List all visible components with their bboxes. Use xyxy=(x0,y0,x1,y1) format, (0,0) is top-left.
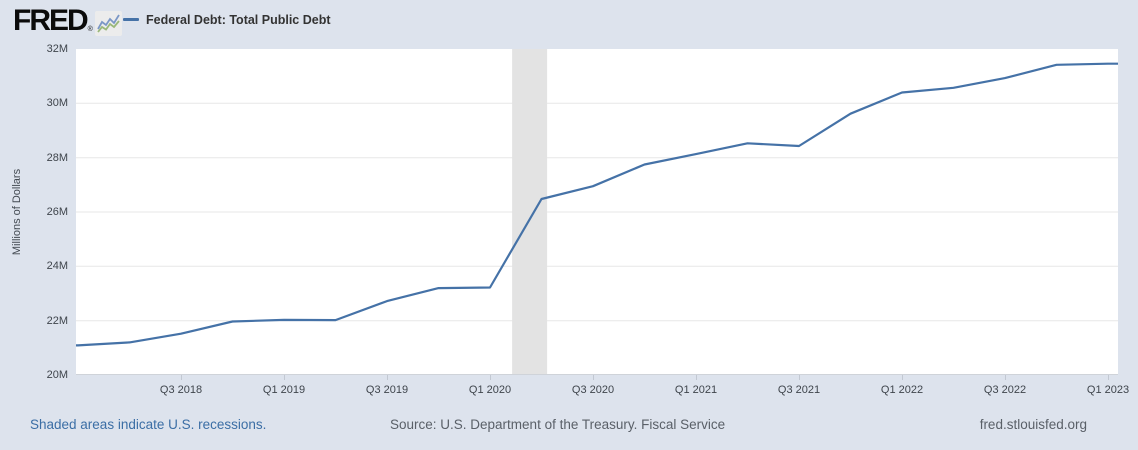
x-tick-mark xyxy=(284,375,285,380)
plot-area[interactable] xyxy=(76,49,1118,375)
x-tick-label: Q3 2021 xyxy=(777,384,821,396)
fred-logo-text: FRED xyxy=(13,4,89,37)
source-text: Source: U.S. Department of the Treasury.… xyxy=(390,417,726,432)
legend: Federal Debt: Total Public Debt xyxy=(123,7,331,32)
series-line xyxy=(76,62,1118,347)
x-tick-label: Q3 2022 xyxy=(983,384,1027,396)
y-tick-label: 26M xyxy=(46,206,68,218)
legend-series-label: Federal Debt: Total Public Debt xyxy=(146,12,331,27)
x-tick-mark xyxy=(799,375,800,380)
x-tick-label: Q1 2019 xyxy=(262,384,306,396)
fred-logo-chart-icon xyxy=(94,11,122,36)
x-tick-mark xyxy=(1005,375,1006,380)
y-tick-label: 30M xyxy=(46,97,68,110)
x-tick-label: Q3 2019 xyxy=(365,384,409,396)
recession-note-link[interactable]: Shaded areas indicate U.S. recessions. xyxy=(30,417,267,432)
registered-trademark-mark: ® xyxy=(87,26,93,33)
x-tick-label: Q1 2020 xyxy=(468,384,512,396)
x-tick-mark xyxy=(490,375,491,380)
y-tick-label: 22M xyxy=(46,314,68,327)
fred-logo[interactable]: FRED ® xyxy=(13,4,122,37)
x-tick-mark xyxy=(1108,375,1109,380)
x-tick-label: Q3 2020 xyxy=(571,384,615,396)
y-tick-label: 24M xyxy=(46,260,68,273)
y-tick-label: 32M xyxy=(46,43,68,55)
x-tick-label: Q3 2018 xyxy=(159,384,203,396)
x-tick-label: Q1 2023 xyxy=(1086,384,1130,396)
chart-svg xyxy=(76,49,1118,375)
y-tick-label: 28M xyxy=(46,151,68,164)
x-tick-mark xyxy=(181,375,182,380)
x-tick-mark xyxy=(696,375,697,380)
x-tick-mark xyxy=(593,375,594,380)
fred-site-link[interactable]: fred.stlouisfed.org xyxy=(979,417,1087,432)
y-tick-label: 20M xyxy=(46,369,68,381)
x-tick-label: Q1 2022 xyxy=(880,384,924,396)
legend-line-swatch xyxy=(123,18,139,21)
x-tick-mark xyxy=(902,375,903,380)
x-tick-label: Q1 2021 xyxy=(674,384,718,396)
x-tick-mark xyxy=(387,375,388,380)
recession-band xyxy=(512,49,548,375)
